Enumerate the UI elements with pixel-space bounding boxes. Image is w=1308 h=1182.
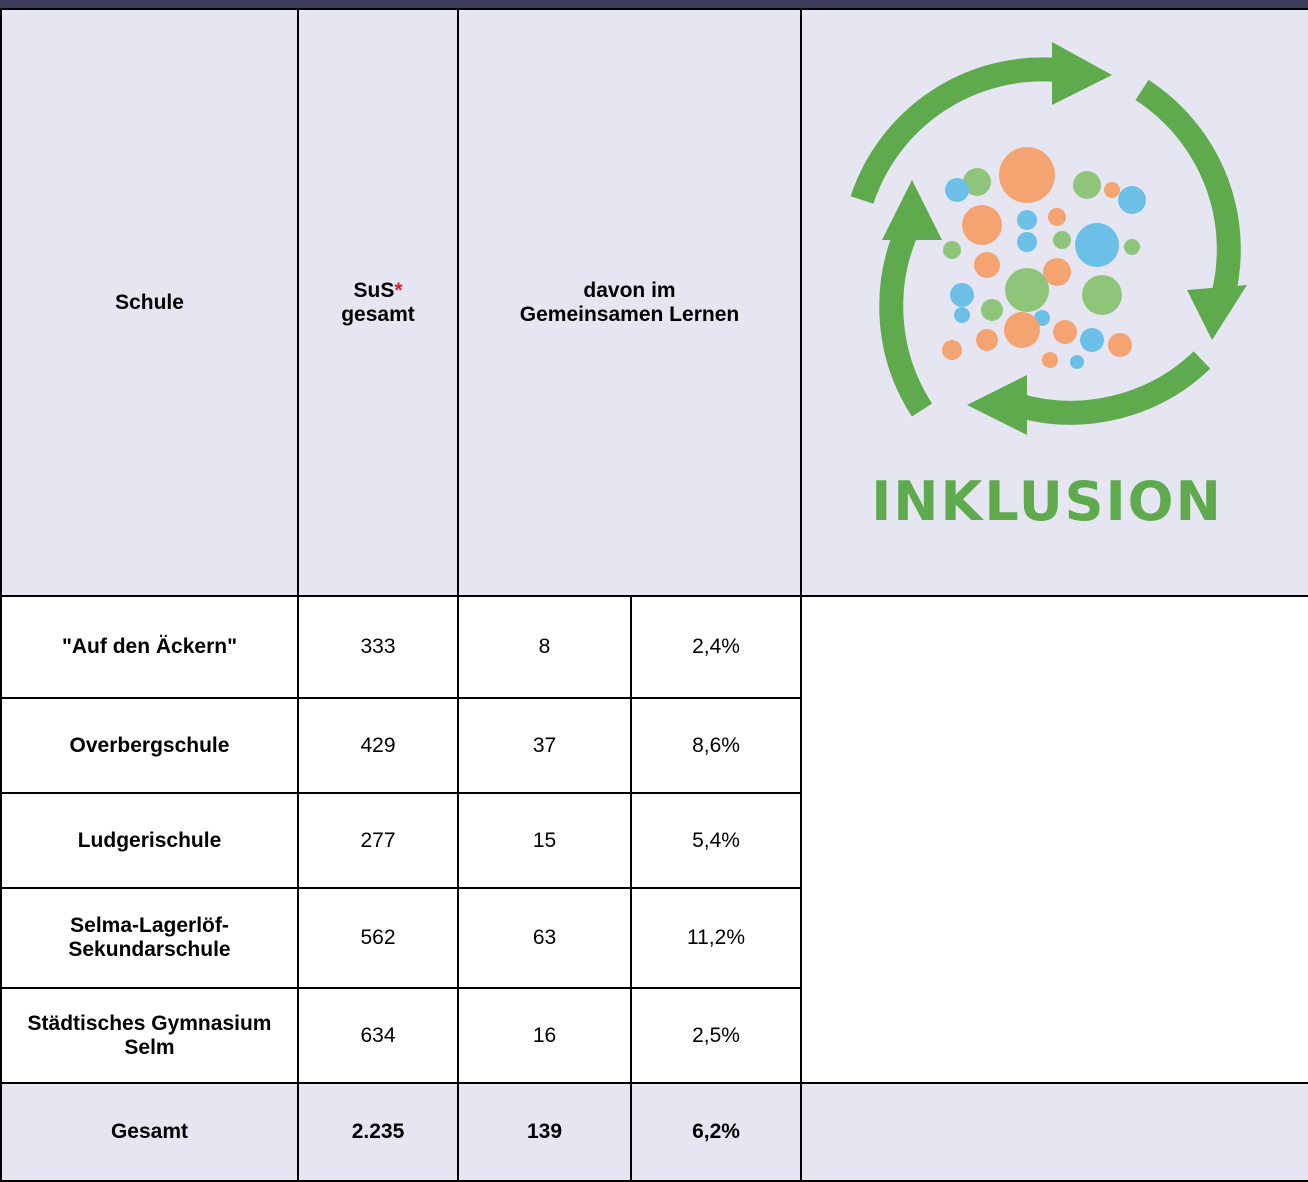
table-cell: 37 <box>457 697 632 794</box>
table-cell: 429 <box>297 697 459 794</box>
dot <box>943 241 961 259</box>
table-row: Selma-Lagerlöf-Sekundarschule 562 63 11,2% <box>0 887 1308 989</box>
table-cell: 63 <box>457 887 632 989</box>
logo-text: INKLUSION <box>871 470 1223 533</box>
table-row: Overbergschule 429 37 8,6% <box>0 697 1308 794</box>
dot <box>1053 320 1077 344</box>
header-cell: Schule <box>0 8 299 597</box>
dot <box>1043 258 1071 286</box>
dot <box>1053 231 1071 249</box>
school-name: Städtisches Gymnasium Selm <box>0 987 299 1084</box>
arrowhead <box>1187 285 1247 340</box>
table-row: Gesamt 2.235 139 6,2% <box>0 1082 1308 1182</box>
school-name: Selma-Lagerlöf-Sekundarschule <box>0 887 299 989</box>
dots <box>942 147 1146 369</box>
table-cell: 333 <box>297 595 459 699</box>
footnote-marker: * <box>394 278 403 302</box>
dot <box>1124 239 1140 255</box>
school-name: "Auf den Äckern" <box>0 595 299 699</box>
dot <box>1073 171 1101 199</box>
table-cell: 8 <box>457 595 632 699</box>
table-row: Städtisches Gymnasium Selm 634 16 2,5% <box>0 987 1308 1084</box>
dot <box>963 168 991 196</box>
dot <box>950 283 974 307</box>
table-cell: 15 <box>457 792 632 889</box>
school-table: Schule SuS* gesamt davon im Gemeinsamen L… <box>0 8 1308 1182</box>
dot <box>1075 223 1119 267</box>
dot <box>1104 182 1120 198</box>
table-cell: 6,2% <box>630 1082 802 1182</box>
table-row: Ludgerischule 277 15 5,4% <box>0 792 1308 889</box>
dot <box>1004 312 1040 348</box>
header-row: Schule SuS* gesamt davon im Gemeinsamen L… <box>0 8 1308 597</box>
dot <box>1080 328 1104 352</box>
dot <box>1005 268 1049 312</box>
arrowheads <box>882 42 1247 435</box>
table-cell: 2.235 <box>297 1082 459 1182</box>
dot <box>942 340 962 360</box>
logo-cell: INKLUSION <box>800 8 1308 597</box>
table-cell: 634 <box>297 987 459 1084</box>
table-cell: 11,2% <box>630 887 802 989</box>
dot <box>962 205 1002 245</box>
table-cell: 5,4% <box>630 792 802 889</box>
dot <box>1108 333 1132 357</box>
school-name: Overbergschule <box>0 697 299 794</box>
table-cell: 139 <box>457 1082 632 1182</box>
header-cell: SuS* gesamt <box>297 8 459 597</box>
arrow <box>850 57 1058 204</box>
logo: INKLUSION <box>850 42 1247 533</box>
school-name: Ludgerischule <box>0 792 299 889</box>
dot <box>954 307 970 323</box>
table-row: "Auf den Äckern" 333 8 2,4% <box>0 595 1308 699</box>
dot <box>974 252 1000 278</box>
arrow <box>1135 79 1241 304</box>
dot <box>1048 208 1066 226</box>
header-text: SuS <box>353 278 395 302</box>
arrowhead <box>1052 42 1112 105</box>
table-cell: 16 <box>457 987 632 1084</box>
arrow <box>1013 351 1211 425</box>
dot <box>1042 352 1058 368</box>
dot <box>1070 355 1084 369</box>
table-cell: 8,6% <box>630 697 802 794</box>
dot <box>1017 232 1037 252</box>
school-name: Gesamt <box>0 1082 299 1182</box>
table-cell: 2,4% <box>630 595 802 699</box>
dot <box>1017 210 1037 230</box>
dot <box>999 147 1055 203</box>
header-text: gesamt <box>341 302 415 326</box>
dot <box>945 178 969 202</box>
arrowhead <box>882 180 942 240</box>
empty-cell <box>800 1082 1308 1182</box>
dot <box>976 329 998 351</box>
arrow <box>879 214 933 417</box>
dot <box>1118 186 1146 214</box>
dot <box>1082 275 1122 315</box>
table-cell: 2,5% <box>630 987 802 1084</box>
arrowhead <box>967 375 1027 435</box>
arrows <box>850 57 1241 425</box>
table-cell: 277 <box>297 792 459 889</box>
header-cell: davon im Gemeinsamen Lernen <box>457 8 802 597</box>
table-cell: 562 <box>297 887 459 989</box>
dot <box>981 299 1003 321</box>
